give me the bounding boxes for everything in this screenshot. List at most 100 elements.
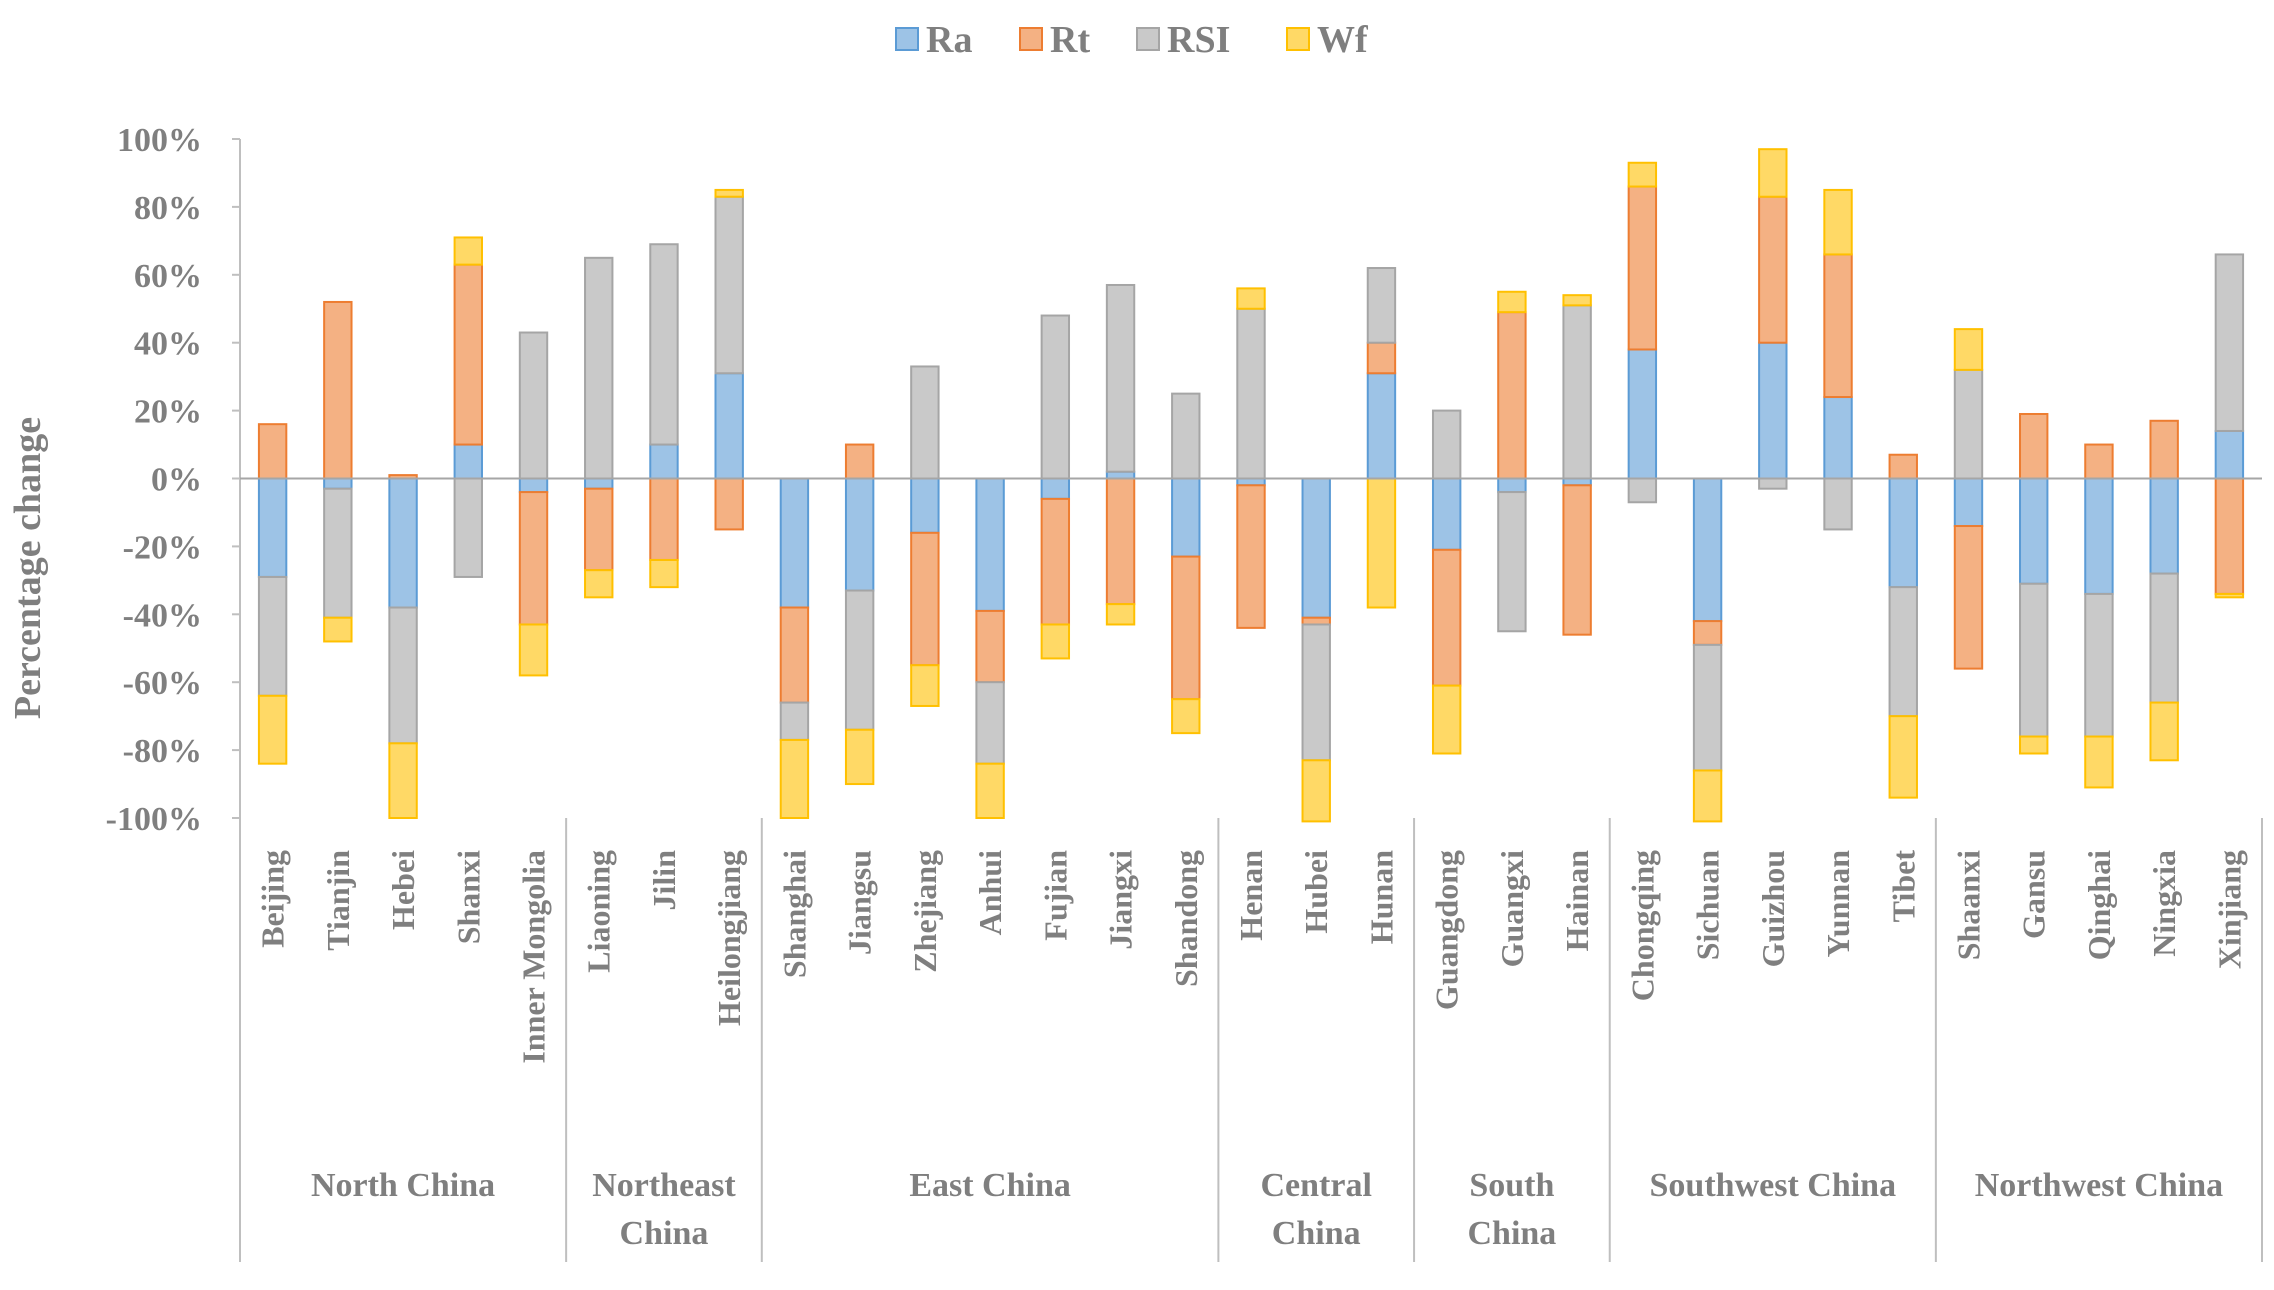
bar-rsi-inner-mongolia — [518, 331, 549, 480]
bar-rt-jiangsu — [844, 443, 875, 480]
category-label: Henan — [1233, 850, 1269, 941]
bar-rsi-shandong — [1171, 392, 1201, 480]
category-label: Shaanxi — [1950, 850, 1986, 960]
region-label: South — [1469, 1167, 1554, 1204]
legend-label-ra: Ra — [926, 19, 972, 61]
bar-wf-hunan — [1366, 477, 1397, 609]
bar-rsi-shaanxi — [1953, 368, 1984, 480]
bar-rt-shanghai — [779, 606, 810, 704]
region-label: Northeast — [592, 1167, 736, 1204]
chart-legend: Ra Rt RSI Wf — [895, 19, 1369, 61]
bar-wf-jiangxi — [1105, 603, 1136, 626]
bar-rt-sichuan — [1692, 620, 1723, 646]
bar-rt-guangdong — [1431, 548, 1462, 687]
bar-ra-shaanxi — [1953, 477, 1984, 528]
bar-rt-tianjin — [323, 300, 353, 480]
bar-ra-hubei — [1301, 477, 1331, 619]
bar-rt-fujian — [1040, 497, 1071, 626]
bar-ra-sichuan — [1692, 477, 1723, 623]
bar-rt-henan — [1236, 484, 1266, 629]
bar-ra-guangdong — [1431, 477, 1462, 551]
legend-label-rsi: RSI — [1167, 19, 1230, 61]
y-tick-label: -60% — [123, 665, 202, 702]
bar-wf-inner-mongolia — [518, 623, 549, 677]
bar-rsi-anhui — [975, 681, 1005, 765]
bar-wf-ningxia — [2149, 701, 2179, 762]
bar-rt-gansu — [2019, 412, 2049, 480]
bar-wf-xinjiang — [2214, 592, 2245, 599]
bar-rt-jiangxi — [1105, 477, 1136, 606]
bar-ra-liaoning — [584, 477, 614, 490]
bar-rt-shandong — [1171, 555, 1201, 701]
bar-rt-shaanxi — [1953, 525, 1984, 670]
category-label: Hebei — [385, 850, 421, 930]
bar-rt-yunnan — [1823, 253, 1853, 399]
category-label: Jiangxi — [1103, 850, 1139, 950]
bar-wf-shaanxi — [1953, 328, 1984, 371]
bar-ra-fujian — [1040, 477, 1071, 500]
bar-rt-zhejiang — [910, 531, 940, 667]
y-tick-label: -20% — [123, 529, 202, 566]
category-label: Liaoning — [581, 850, 617, 973]
bar-rsi-tibet — [1888, 586, 1918, 718]
region-label: Southwest China — [1650, 1167, 1897, 1204]
bar-rt-ningxia — [2149, 419, 2179, 480]
category-label: Heilongjiang — [711, 850, 747, 1026]
bar-ra-hebei — [388, 477, 418, 609]
bar-rt-tibet — [1888, 453, 1918, 480]
bar-rsi-hubei — [1301, 623, 1331, 762]
bar-wf-henan — [1236, 287, 1266, 310]
y-tick-label: 80% — [134, 190, 202, 227]
bar-rsi-beijing — [257, 575, 288, 697]
y-tick-label: 40% — [134, 326, 202, 363]
y-axis-ticks: 100% 80% 60% 40% 20% 0% -20% -40% -60% -80% -100% — [106, 122, 241, 838]
bar-rsi-jilin — [649, 243, 679, 446]
bar-rsi-henan — [1236, 307, 1266, 480]
region-label: East China — [909, 1167, 1071, 1204]
bar-rt-liaoning — [584, 487, 614, 572]
bar-wf-tibet — [1888, 715, 1918, 799]
bar-wf-hubei — [1301, 759, 1331, 823]
category-label: Tianjin — [320, 850, 356, 951]
bar-ra-beijing — [257, 477, 288, 578]
bar-ra-qinghai — [2084, 477, 2114, 595]
y-tick-label: -100% — [106, 801, 202, 838]
bar-wf-jilin — [649, 558, 679, 589]
bar-rsi-shanxi — [453, 477, 483, 578]
bar-rsi-shanghai — [779, 701, 810, 741]
bar-ra-gansu — [2019, 477, 2049, 585]
legend-label-rt: Rt — [1050, 19, 1090, 61]
bar-wf-yunnan — [1823, 188, 1853, 256]
region-label: China — [1467, 1215, 1556, 1252]
bar-wf-guangxi — [1497, 290, 1527, 314]
category-label: Fujian — [1037, 850, 1073, 941]
category-label: Jiangsu — [842, 850, 878, 955]
category-label: Chongqing — [1624, 850, 1660, 1001]
bar-rsi-liaoning — [584, 256, 614, 480]
bar-rt-guangxi — [1497, 311, 1527, 480]
bar-wf-tianjin — [323, 616, 353, 643]
bar-rt-shanxi — [453, 263, 483, 446]
bar-rsi-zhejiang — [910, 365, 940, 480]
bar-ra-hainan — [1562, 477, 1592, 487]
category-label: Guangxi — [1494, 850, 1530, 967]
bar-ra-henan — [1236, 477, 1266, 487]
region-label: Northwest China — [1975, 1167, 2223, 1204]
bar-rt-chongqing — [1627, 185, 1658, 351]
bar-ra-shanghai — [779, 477, 810, 609]
legend-swatch-rsi — [1136, 27, 1160, 51]
bar-ra-jilin — [649, 443, 679, 480]
category-label: Shandong — [1168, 850, 1204, 987]
bar-rt-jilin — [649, 477, 679, 561]
bar-ra-jiangxi — [1105, 470, 1136, 480]
bar-wf-jiangsu — [844, 728, 875, 786]
bar-rsi-ningxia — [2149, 572, 2179, 704]
category-label: Hainan — [1559, 850, 1595, 952]
bar-rsi-guizhou — [1758, 477, 1788, 490]
y-tick-label: 20% — [134, 394, 202, 431]
bar-ra-guizhou — [1758, 341, 1788, 480]
bar-rsi-hainan — [1562, 304, 1592, 480]
y-tick-label: -80% — [123, 733, 202, 770]
bar-rsi-heilongjiang — [714, 195, 744, 375]
bar-ra-hunan — [1366, 372, 1397, 480]
